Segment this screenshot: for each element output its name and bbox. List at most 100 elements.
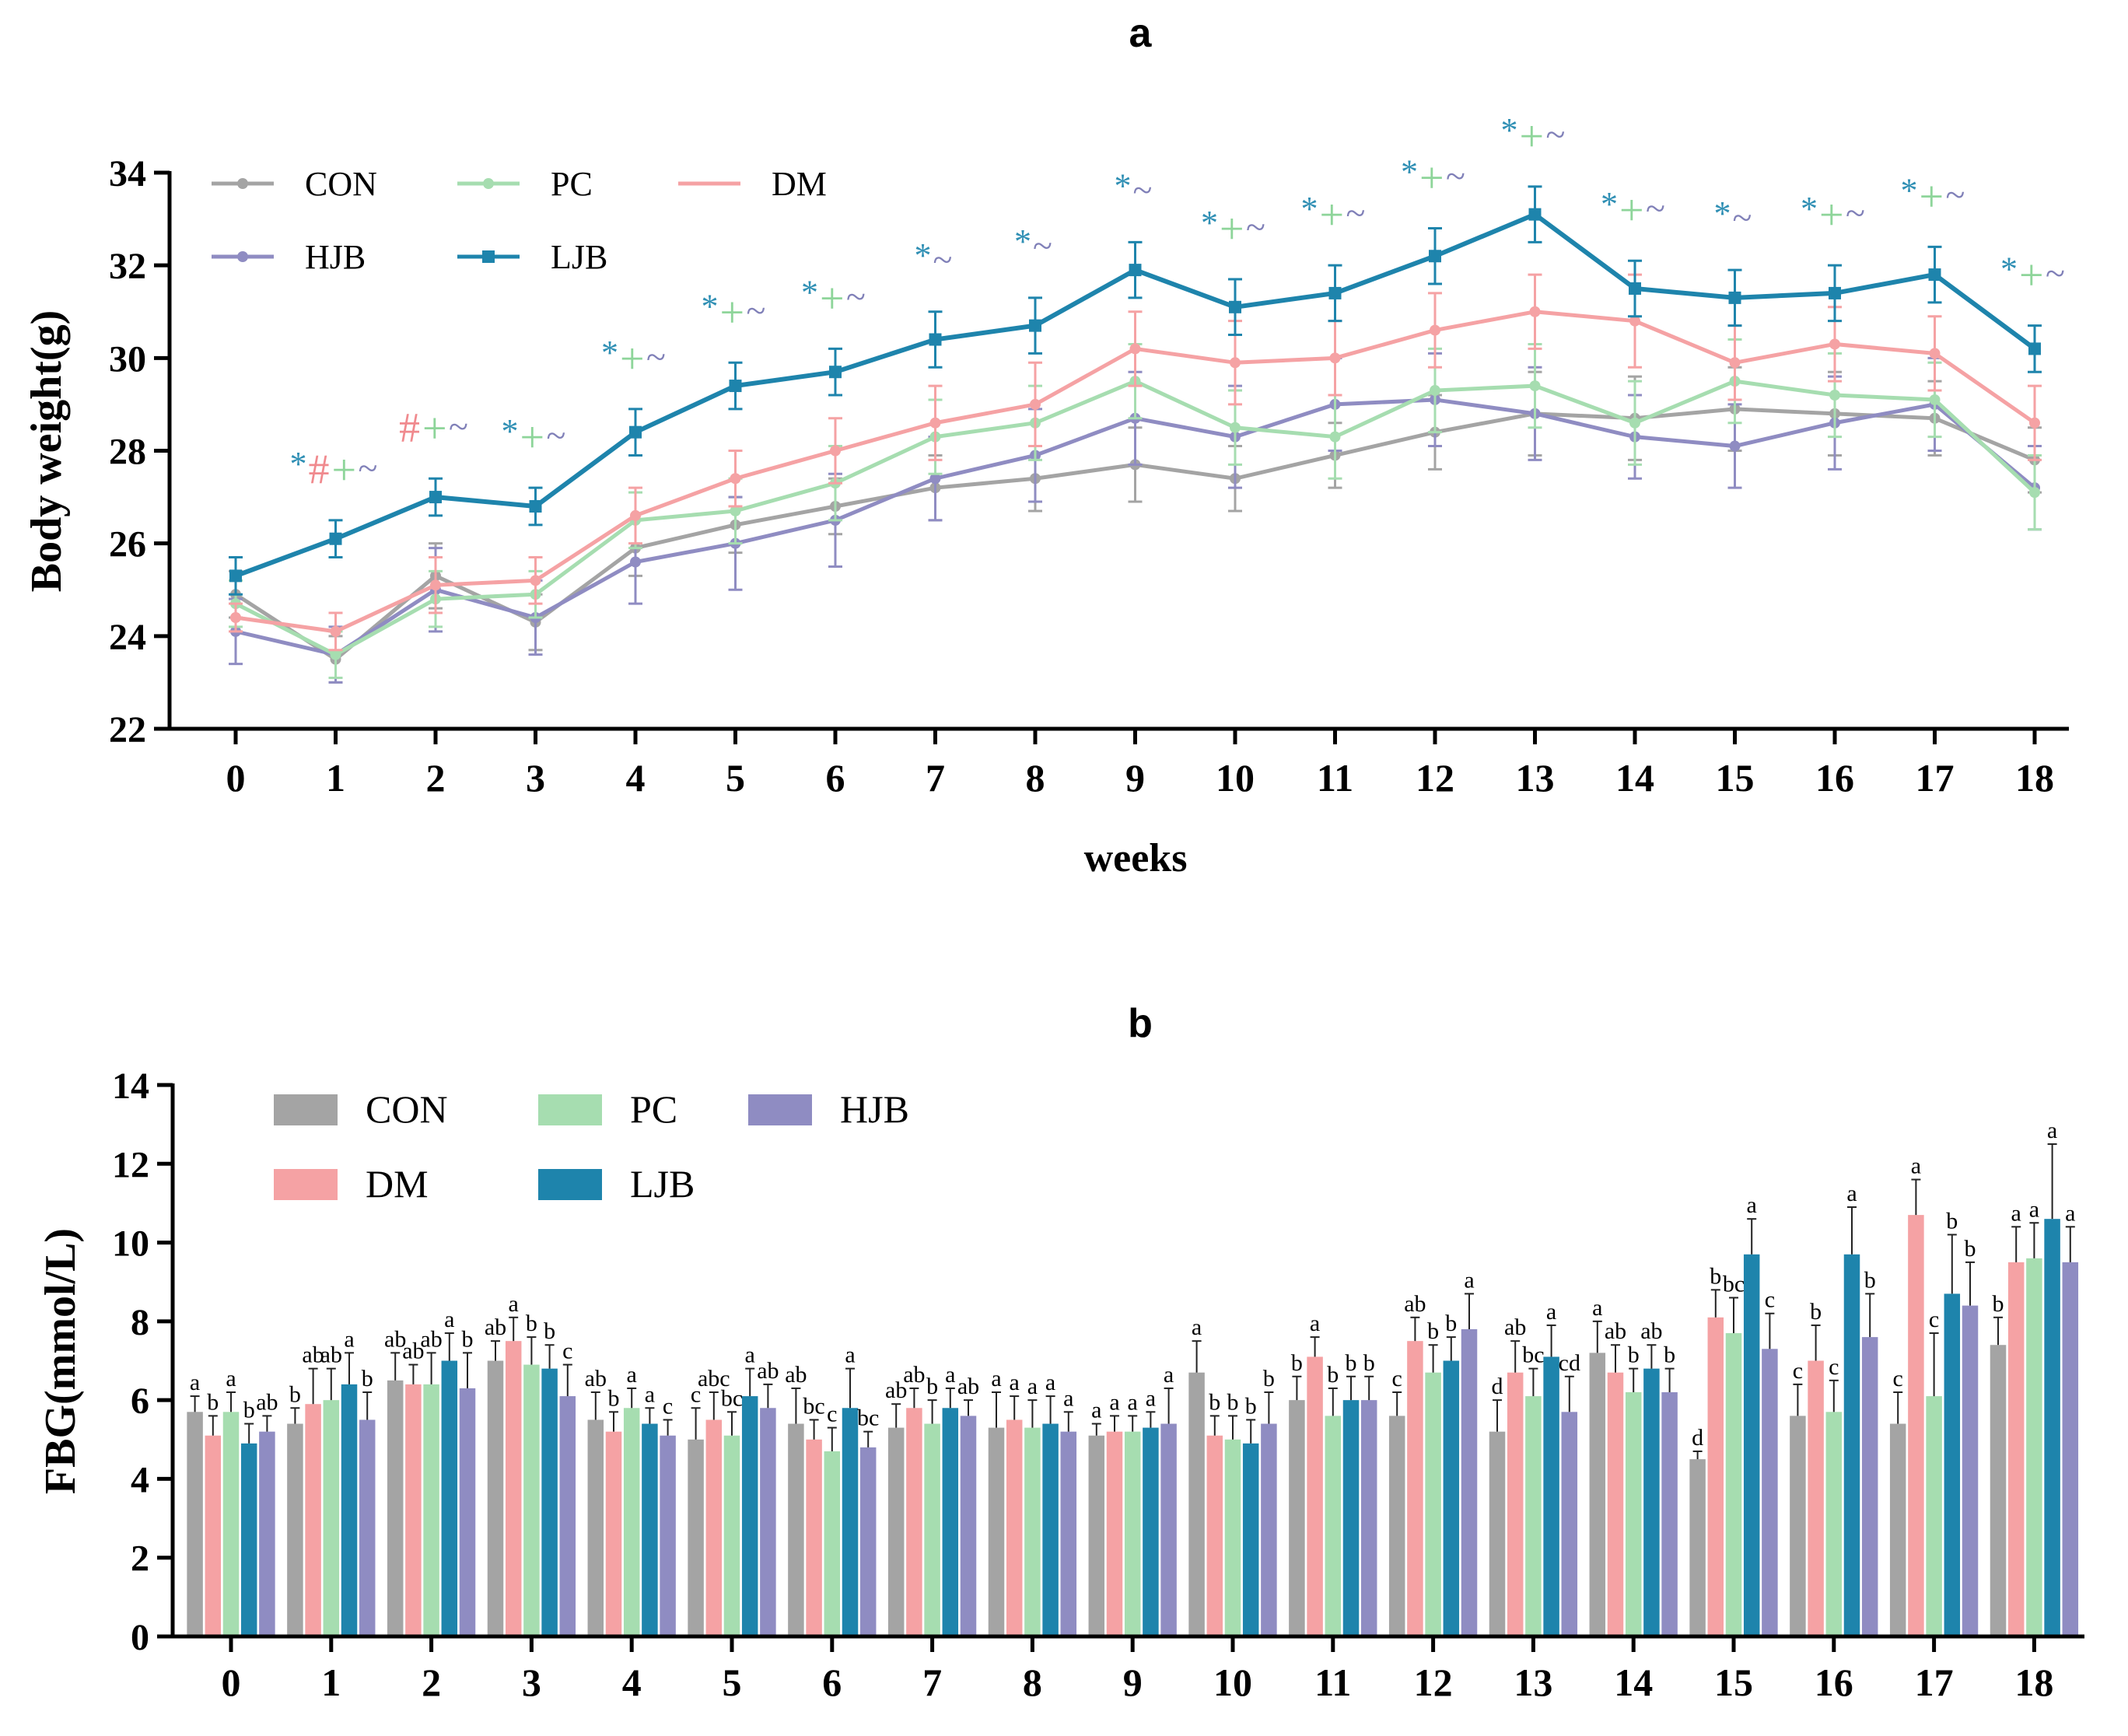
bar-hjb — [559, 1396, 576, 1636]
data-point — [330, 649, 341, 660]
significance-letter: c — [1765, 1287, 1775, 1313]
bar-ljb — [1643, 1368, 1660, 1636]
y-tick-label: 4 — [131, 1459, 149, 1500]
bar-hjb — [359, 1419, 376, 1636]
y-tick-label: 32 — [109, 246, 146, 287]
significance-letter: a — [745, 1342, 755, 1368]
significance-mark: ~ — [2046, 254, 2065, 293]
data-point — [1928, 268, 1941, 282]
bar-pc — [523, 1364, 540, 1636]
significance-letter: bc — [721, 1385, 743, 1411]
series-ljb — [229, 185, 2042, 596]
significance-letter: b — [362, 1366, 373, 1391]
legend-swatch — [274, 1169, 338, 1200]
significance-letter: b — [1993, 1291, 2004, 1317]
significance-letter: a — [1192, 1314, 1202, 1340]
significance-letter: ab — [585, 1366, 607, 1391]
bar-ljb — [1843, 1254, 1860, 1636]
significance-mark: ~ — [1546, 114, 1566, 154]
legend-swatch-marker — [237, 178, 248, 189]
bar-ljb — [942, 1408, 959, 1636]
bar-dm — [1407, 1341, 1423, 1636]
significance-mark: ~ — [646, 337, 666, 376]
bar-hjb — [1461, 1328, 1478, 1636]
significance-annotation: * + ~ — [1201, 204, 1265, 254]
legend-label: CON — [305, 165, 377, 203]
bar-con — [587, 1419, 604, 1636]
bar-pc — [623, 1408, 640, 1636]
bar-pc — [723, 1435, 740, 1636]
significance-letter: b — [1864, 1267, 1876, 1293]
significance-mark: * — [290, 445, 307, 483]
significance-letter: ab — [402, 1339, 424, 1364]
legend: CON PC HJB DM LJB — [274, 1087, 909, 1206]
x-tick-label: 13 — [1516, 756, 1555, 800]
significance-mark: + — [1619, 187, 1644, 235]
significance-letter: c — [1793, 1358, 1803, 1384]
bar-con — [387, 1380, 404, 1636]
significance-mark: ~ — [846, 276, 866, 316]
significance-letter: a — [991, 1366, 1001, 1391]
x-tick-label: 8 — [1023, 1661, 1042, 1704]
data-point — [1129, 343, 1141, 355]
bar-pc — [2026, 1258, 2042, 1636]
bar-group-week-17: c a c bb — [1889, 1153, 1979, 1636]
x-axis-title: weeks — [1084, 836, 1188, 880]
data-point — [1329, 352, 1341, 364]
significance-mark: * — [801, 273, 818, 311]
bar-dm — [1908, 1215, 1924, 1636]
bar-ljb — [1443, 1360, 1460, 1636]
significance-mark: * — [1014, 222, 1031, 261]
bar-dm — [1006, 1419, 1023, 1636]
bar-con — [1489, 1431, 1506, 1636]
bar-con — [487, 1360, 504, 1636]
significance-mark: * — [702, 287, 719, 325]
x-tick-label: 12 — [1414, 1661, 1453, 1704]
significance-letter: a — [945, 1362, 955, 1388]
y-tick-label: 26 — [109, 524, 146, 565]
bar-con — [1689, 1459, 1706, 1636]
significance-letter: b — [289, 1381, 301, 1407]
bar-con — [1589, 1353, 1606, 1636]
bar-hjb — [859, 1447, 877, 1636]
significance-letter: a — [1310, 1311, 1320, 1336]
bar-dm — [1106, 1431, 1123, 1636]
data-point — [329, 532, 342, 545]
significance-letter: a — [1464, 1267, 1474, 1293]
significance-letter: a — [444, 1307, 454, 1332]
significance-annotation: * # + ~ — [290, 445, 378, 495]
bar-ljb — [441, 1360, 458, 1636]
y-tick-label: 8 — [131, 1302, 149, 1343]
significance-letter: b — [1245, 1393, 1257, 1419]
bar-ljb — [1543, 1356, 1559, 1636]
significance-annotation: * + ~ — [1601, 185, 1665, 235]
bar-pc — [1325, 1416, 1342, 1636]
significance-mark: ~ — [747, 290, 766, 330]
bar-con — [1990, 1345, 2007, 1636]
bar-hjb — [1261, 1423, 1277, 1636]
x-tick-label: 0 — [222, 1661, 241, 1704]
data-point — [1629, 282, 1641, 295]
y-tick-label: 22 — [109, 709, 146, 751]
data-point — [429, 491, 442, 504]
x-tick-label: 10 — [1213, 1661, 1252, 1704]
legend-swatch — [748, 1094, 812, 1125]
significance-letter: b — [608, 1385, 620, 1411]
x-tick-label: 15 — [1716, 756, 1755, 800]
significance-letter: a — [1109, 1389, 1119, 1415]
significance-letter: b — [1445, 1311, 1457, 1336]
x-tick-label: 7 — [922, 1661, 942, 1704]
data-point — [2029, 417, 2040, 429]
significance-letter: ab — [420, 1326, 442, 1352]
data-point — [1529, 380, 1541, 392]
significance-mark: ~ — [1446, 156, 1465, 196]
data-point — [830, 445, 841, 457]
bar-group-week-15: d b bc a c — [1689, 1192, 1778, 1636]
significance-mark: + — [720, 289, 745, 337]
significance-mark: + — [1220, 205, 1244, 254]
x-tick-label: 15 — [1714, 1661, 1753, 1704]
significance-mark: ~ — [1346, 193, 1366, 233]
